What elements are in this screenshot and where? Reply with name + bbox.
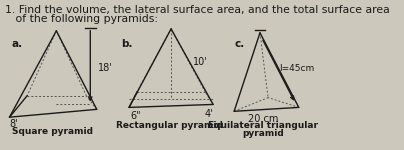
Text: c.: c.	[234, 39, 244, 49]
Text: 6": 6"	[130, 111, 141, 121]
Text: 20 cm: 20 cm	[248, 114, 278, 124]
Text: 8': 8'	[9, 119, 18, 129]
Text: of the following pyramids:: of the following pyramids:	[4, 14, 158, 24]
Text: pyramid: pyramid	[242, 129, 284, 138]
Text: Square pyramid: Square pyramid	[12, 127, 93, 136]
Text: Equilateral triangular: Equilateral triangular	[208, 121, 318, 130]
Text: Rectangular pyramid: Rectangular pyramid	[116, 121, 223, 130]
Text: 18': 18'	[97, 63, 112, 73]
Text: l=45cm: l=45cm	[280, 64, 315, 73]
Text: a.: a.	[11, 39, 22, 49]
Text: b.: b.	[121, 39, 133, 49]
Text: 10': 10'	[193, 57, 208, 67]
Text: 4': 4'	[205, 109, 214, 119]
Text: 1. Find the volume, the lateral surface area, and the total surface area: 1. Find the volume, the lateral surface …	[4, 5, 389, 15]
